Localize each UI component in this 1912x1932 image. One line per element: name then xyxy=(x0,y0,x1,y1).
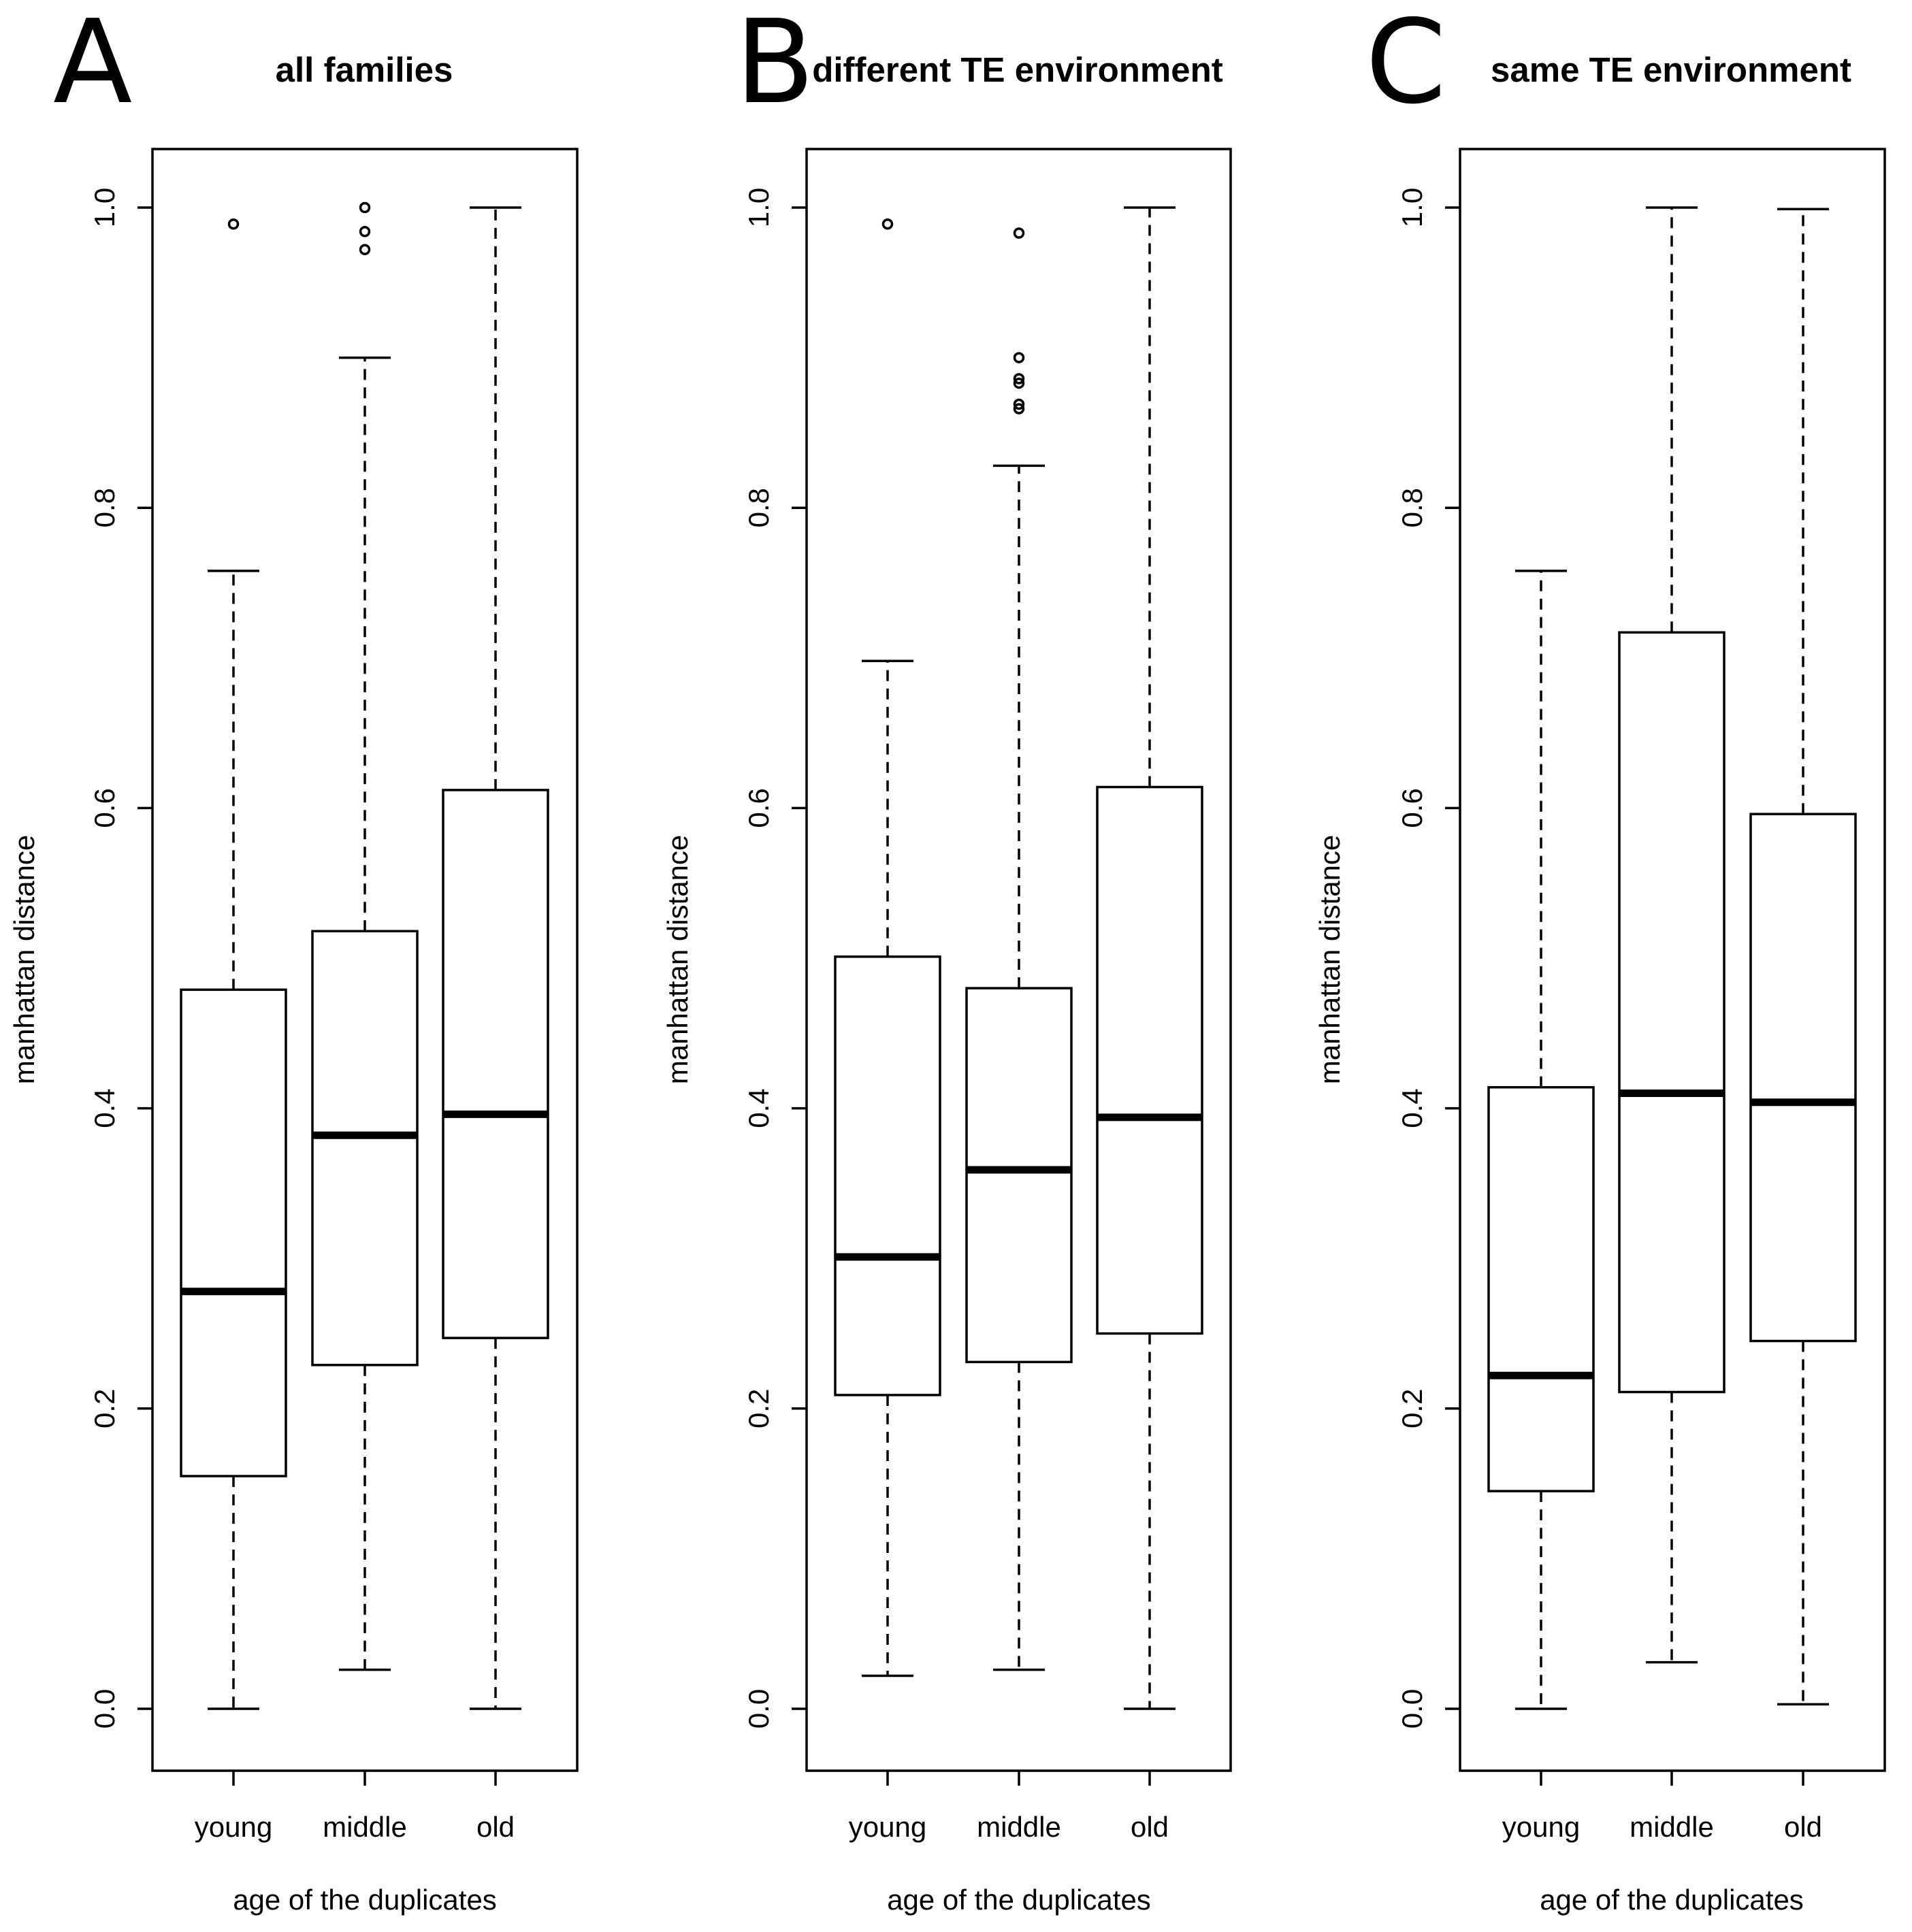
panel-b-ytick-label: 0.4 xyxy=(743,1088,775,1128)
panel-a-letter: A xyxy=(53,0,132,130)
iqr-box xyxy=(965,987,1073,1364)
panel-c: C same TE environment 0.0 0.2 0.4 0.6 0.… xyxy=(1314,0,1886,1916)
iqr-box xyxy=(180,988,287,1477)
panel-b-ytick-label: 0.8 xyxy=(743,488,775,527)
panel-a-xtick-label: middle xyxy=(323,1811,407,1843)
panel-b-xtick-label: young xyxy=(849,1811,926,1843)
panel-b-ytick-label: 0.2 xyxy=(743,1389,775,1428)
panel-c-ytick-label: 1.0 xyxy=(1396,188,1428,227)
panel-b-title: different TE environment xyxy=(812,50,1223,89)
panel-c-marks xyxy=(1445,206,1857,1786)
iqr-box xyxy=(1749,813,1857,1343)
iqr-box xyxy=(1487,1085,1595,1492)
panel-b-ytick-label: 0.6 xyxy=(743,788,775,828)
panel-b-ytick-label: 0.0 xyxy=(743,1689,775,1729)
outlier-point xyxy=(1013,373,1025,384)
panel-c-title: same TE environment xyxy=(1491,50,1851,89)
iqr-box xyxy=(311,930,419,1366)
panel-c-box-old xyxy=(1749,208,1857,1706)
iqr-box xyxy=(1096,785,1203,1335)
panel-b-x-categories: young middle old xyxy=(849,1811,1169,1843)
panel-a-y-ticks: 0.0 0.2 0.4 0.6 0.8 1.0 xyxy=(88,188,120,1729)
panel-b-y-ticks: 0.0 0.2 0.4 0.6 0.8 1.0 xyxy=(743,188,775,1729)
iqr-box xyxy=(442,789,549,1339)
outlier-point xyxy=(359,244,371,256)
panel-b-marks xyxy=(792,206,1203,1786)
panel-a-box-middle xyxy=(311,201,419,1671)
panel-b-box-young xyxy=(834,218,941,1677)
panel-c-ytick-label: 0.2 xyxy=(1396,1389,1428,1428)
panel-a-ytick-label: 0.2 xyxy=(88,1389,120,1428)
panel-a-box-old xyxy=(442,206,549,1710)
panel-a-xtick-label: young xyxy=(195,1811,272,1843)
iqr-box xyxy=(1618,631,1725,1394)
outlier-point xyxy=(1013,398,1025,410)
outlier-point xyxy=(1013,227,1025,239)
outlier-point xyxy=(227,218,240,230)
panel-b-y-axis-label: manhattan distance xyxy=(662,835,694,1085)
panel-c-letter: C xyxy=(1365,0,1446,130)
panel-a-x-categories: young middle old xyxy=(195,1811,515,1843)
panel-a-ytick-label: 0.4 xyxy=(88,1088,120,1128)
panel-b-letter: B xyxy=(735,0,815,130)
panel-b-x-axis-label: age of the duplicates xyxy=(887,1884,1151,1916)
panel-a-ytick-label: 0.8 xyxy=(88,488,120,527)
panel-a-y-axis-label: manhattan distance xyxy=(8,835,40,1085)
panel-b-xtick-label: middle xyxy=(977,1811,1061,1843)
panel-c-ytick-label: 0.8 xyxy=(1396,488,1428,527)
panel-a-ytick-label: 0.6 xyxy=(88,788,120,828)
panel-c-box-young xyxy=(1487,570,1595,1710)
panel-b-xtick-label: old xyxy=(1131,1811,1169,1843)
panel-b-box-middle xyxy=(965,227,1073,1671)
panel-c-y-axis-label: manhattan distance xyxy=(1314,835,1346,1085)
outlier-point xyxy=(1013,403,1025,414)
outlier-point xyxy=(359,226,371,238)
panel-c-xtick-label: old xyxy=(1784,1811,1822,1843)
outlier-point xyxy=(359,201,371,214)
panel-c-y-ticks: 0.0 0.2 0.4 0.6 0.8 1.0 xyxy=(1396,188,1428,1729)
panel-c-ytick-label: 0.4 xyxy=(1396,1088,1428,1128)
panel-c-ytick-label: 0.6 xyxy=(1396,788,1428,828)
panel-a-ytick-label: 1.0 xyxy=(88,188,120,227)
panel-c-x-categories: young middle old xyxy=(1502,1811,1822,1843)
outlier-point xyxy=(1013,377,1025,389)
panel-c-box-middle xyxy=(1618,206,1725,1664)
panel-a: A all families 0.0 0.2 0.4 0.6 0.8 1.0 y… xyxy=(8,0,579,1916)
panel-c-xtick-label: middle xyxy=(1630,1811,1714,1843)
outlier-point xyxy=(881,218,894,230)
panel-a-marks xyxy=(137,201,549,1786)
panel-c-xtick-label: young xyxy=(1502,1811,1580,1843)
panel-b: B different TE environment 0.0 0.2 0.4 0… xyxy=(662,0,1232,1916)
panel-a-box-young xyxy=(180,218,287,1710)
panel-a-title: all families xyxy=(276,50,453,89)
outlier-point xyxy=(1013,352,1025,363)
panel-c-ytick-label: 0.0 xyxy=(1396,1689,1428,1729)
panel-c-x-axis-label: age of the duplicates xyxy=(1540,1884,1804,1916)
iqr-box xyxy=(834,955,941,1396)
panel-a-ytick-label: 0.0 xyxy=(88,1689,120,1729)
panel-a-xtick-label: old xyxy=(476,1811,515,1843)
panel-b-ytick-label: 1.0 xyxy=(743,188,775,227)
panel-a-x-axis-label: age of the duplicates xyxy=(233,1884,497,1916)
panel-b-box-old xyxy=(1096,206,1203,1710)
